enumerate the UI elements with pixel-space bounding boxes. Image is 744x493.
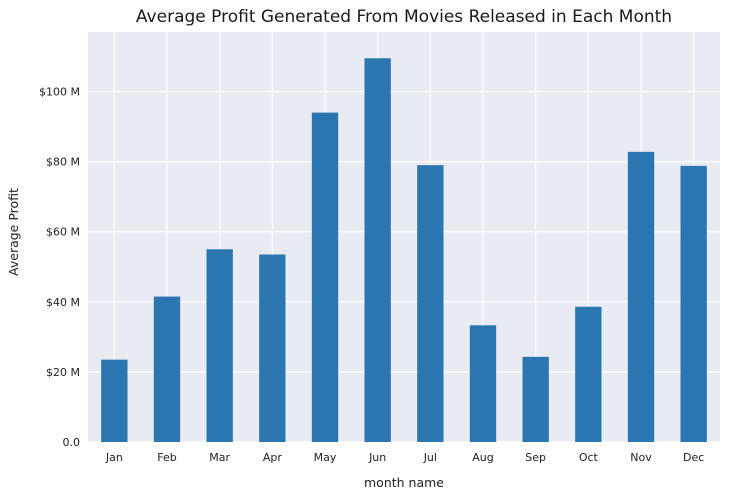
bar-dec bbox=[680, 165, 707, 442]
y-tick-label: $100 M bbox=[39, 86, 80, 99]
y-axis-ticks: 0.0 $20 M $40 M $60 M $80 M $100 M bbox=[39, 86, 80, 449]
x-tick-label: May bbox=[314, 451, 337, 464]
x-axis-label: month name bbox=[364, 475, 444, 490]
bars bbox=[101, 58, 707, 443]
x-tick-label: Nov bbox=[630, 451, 652, 464]
x-tick-label: Aug bbox=[472, 451, 493, 464]
bar-oct bbox=[575, 306, 602, 442]
plot-area bbox=[88, 32, 720, 442]
bar-jan bbox=[101, 359, 128, 442]
x-tick-label: Dec bbox=[683, 451, 704, 464]
x-tick-label: Jan bbox=[105, 451, 123, 464]
x-tick-label: Jun bbox=[368, 451, 386, 464]
y-tick-label: $40 M bbox=[46, 296, 80, 309]
bar-feb bbox=[153, 296, 181, 442]
bar-may bbox=[311, 112, 339, 442]
x-tick-label: Feb bbox=[157, 451, 176, 464]
x-axis-ticks: Jan Feb Mar Apr May Jun Jul Aug Sep Oct Nov Dec bbox=[105, 451, 704, 464]
bar-sep bbox=[522, 356, 549, 442]
y-tick-label: 0.0 bbox=[63, 436, 81, 449]
bar-jul bbox=[417, 165, 444, 442]
x-tick-label: Oct bbox=[579, 451, 599, 464]
x-tick-label: Apr bbox=[263, 451, 283, 464]
bar-nov bbox=[627, 151, 655, 442]
bar-apr bbox=[259, 254, 286, 442]
bar-jun bbox=[364, 58, 391, 443]
bar-mar bbox=[206, 249, 233, 442]
y-tick-label: $80 M bbox=[46, 156, 80, 169]
x-tick-label: Sep bbox=[525, 451, 546, 464]
x-tick-label: Mar bbox=[209, 451, 230, 464]
y-tick-label: $60 M bbox=[46, 226, 80, 239]
bar-aug bbox=[469, 325, 497, 442]
y-axis-label: Average Profit bbox=[6, 188, 21, 276]
y-tick-label: $20 M bbox=[46, 366, 80, 379]
x-tick-label: Jul bbox=[423, 451, 437, 464]
chart-title: Average Profit Generated From Movies Rel… bbox=[136, 7, 672, 27]
